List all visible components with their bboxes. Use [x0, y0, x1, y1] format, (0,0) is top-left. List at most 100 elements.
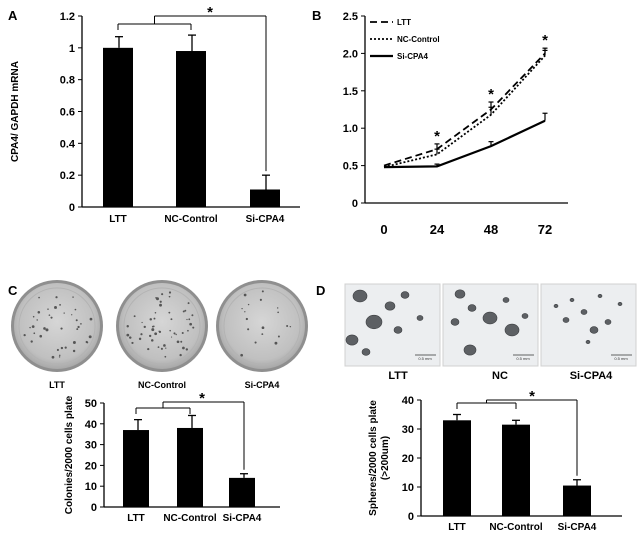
colony-dot: [164, 355, 167, 358]
y-tick-label: 0.5: [343, 161, 358, 173]
colony-dot: [289, 325, 292, 328]
y-tick-label: 1.2: [60, 11, 75, 23]
sphere-blob: [450, 318, 460, 326]
dish-caption-ltt: LTT: [49, 380, 65, 390]
colony-dot: [33, 332, 36, 335]
colony-dot: [187, 302, 190, 305]
sphere-microscopy-images: 0.5 mm 0.5 mm 0.5 mm: [344, 283, 637, 367]
sphere-blob: [585, 339, 591, 344]
colony-dot: [74, 308, 77, 311]
colony-dot: [247, 303, 250, 306]
colony-dot: [64, 346, 67, 349]
bar-ltt: [103, 47, 133, 208]
colony-dot: [154, 311, 157, 314]
y-tick-label: 50: [85, 398, 97, 410]
x-category-ltt: LTT: [109, 214, 127, 225]
y-tick-label: 20: [402, 453, 414, 465]
x-category-nc-control: NC-Control: [164, 214, 218, 225]
colony-dot: [141, 321, 143, 324]
sphere-blob: [580, 309, 588, 315]
colony-dot: [72, 341, 76, 344]
colony-dot: [188, 318, 191, 321]
y-tick-label: 10: [402, 482, 414, 494]
colony-dot: [131, 341, 134, 345]
sphere-blob: [604, 319, 612, 325]
colony-dot: [63, 312, 65, 314]
colony-dot: [159, 303, 162, 307]
colony-dot: [58, 356, 61, 358]
colony-dot: [168, 295, 171, 298]
colony-dot: [39, 334, 43, 338]
sphere-blob: [384, 301, 396, 311]
colony-dot: [133, 315, 136, 318]
sphere-blob: [393, 326, 403, 334]
colony-dot: [80, 323, 82, 325]
colony-dot: [140, 333, 143, 336]
sphere-blob: [569, 297, 575, 302]
colony-dot: [45, 328, 49, 332]
panel-d-label: D: [316, 283, 325, 298]
y-tick-label: 20: [85, 460, 97, 472]
x-category-si-cpa4: Si-CPA4: [223, 513, 262, 524]
colony-dot: [277, 307, 279, 309]
y-axis-label-2: (>200um): [380, 436, 391, 480]
scale-bar-label-3: 0.5 mm: [614, 356, 628, 361]
sphere-blob: [416, 315, 424, 321]
colony-dot: [55, 296, 58, 299]
significance-star: *: [434, 128, 440, 145]
colony-dot: [151, 328, 155, 332]
colony-dot: [149, 318, 153, 321]
dish-caption-si-cpa4: Si-CPA4: [245, 380, 280, 390]
colony-dot: [154, 332, 158, 336]
colony-dot: [148, 334, 152, 338]
sphere-blob: [617, 301, 623, 306]
x-category-ltt: LTT: [127, 513, 145, 524]
significance-star: *: [199, 390, 205, 407]
y-tick-label: 2.5: [343, 11, 358, 23]
colony-dot: [60, 327, 63, 330]
y-tick-label: 0.2: [60, 170, 75, 182]
colony-dot: [77, 325, 80, 329]
panel-a-label: A: [8, 8, 18, 23]
y-tick-label: 0: [69, 202, 75, 214]
colony-dot: [286, 325, 289, 328]
chart-d-sphere-bar: 0 10 20 30 40 LTT NC-Control Si-CPA4 * Spheres/20…: [368, 388, 622, 533]
sphere-blob: [589, 326, 599, 334]
colony-dot: [36, 319, 38, 321]
colony-dot: [180, 340, 183, 343]
sphere-blob: [521, 313, 529, 319]
colony-dot: [56, 348, 59, 352]
bar-si-cpa4: [250, 189, 280, 207]
colony-dot: [126, 333, 130, 337]
x-tick-label: 48: [484, 222, 498, 237]
sphere-blob: [352, 289, 368, 303]
colony-dot: [254, 341, 257, 344]
chart-c-colony-bar: 0 10 20 30 40 50 LTT NC-Control Si-CPA4 * Colonies…: [64, 390, 280, 524]
legend-label-nc-control: NC-Control: [397, 35, 440, 44]
series-line-si-cpa4: [383, 119, 546, 169]
colony-dot: [170, 336, 173, 338]
colony-dot: [72, 296, 74, 298]
x-category-nc-control: NC-Control: [489, 522, 543, 533]
colony-dot: [182, 346, 185, 350]
colony-dot: [191, 314, 194, 317]
colony-dot: [243, 293, 247, 297]
colony-dot: [32, 315, 35, 318]
sphere-blob: [502, 297, 510, 303]
scale-bar-label-1: 0.5 mm: [418, 356, 432, 361]
bar-si-cpa4: [229, 477, 255, 507]
colony-dot: [175, 333, 177, 336]
x-tick-label: 0: [380, 222, 387, 237]
colony-dot: [47, 308, 49, 310]
colony-dot: [86, 341, 89, 344]
colony-dot: [151, 325, 154, 328]
chart-a-mrna-bar: 0 0.2 0.4 0.6 0.8 1 1.2 LTT NC-Control Si-CPA4 * CP…: [10, 4, 300, 225]
colony-dot: [159, 300, 162, 303]
sphere-blob: [454, 289, 466, 299]
colony-dot: [277, 311, 279, 314]
y-tick-label: 40: [402, 395, 414, 407]
sphere-blob: [365, 314, 383, 330]
colony-dot: [51, 355, 55, 359]
x-category-si-cpa4: Si-CPA4: [246, 214, 285, 225]
